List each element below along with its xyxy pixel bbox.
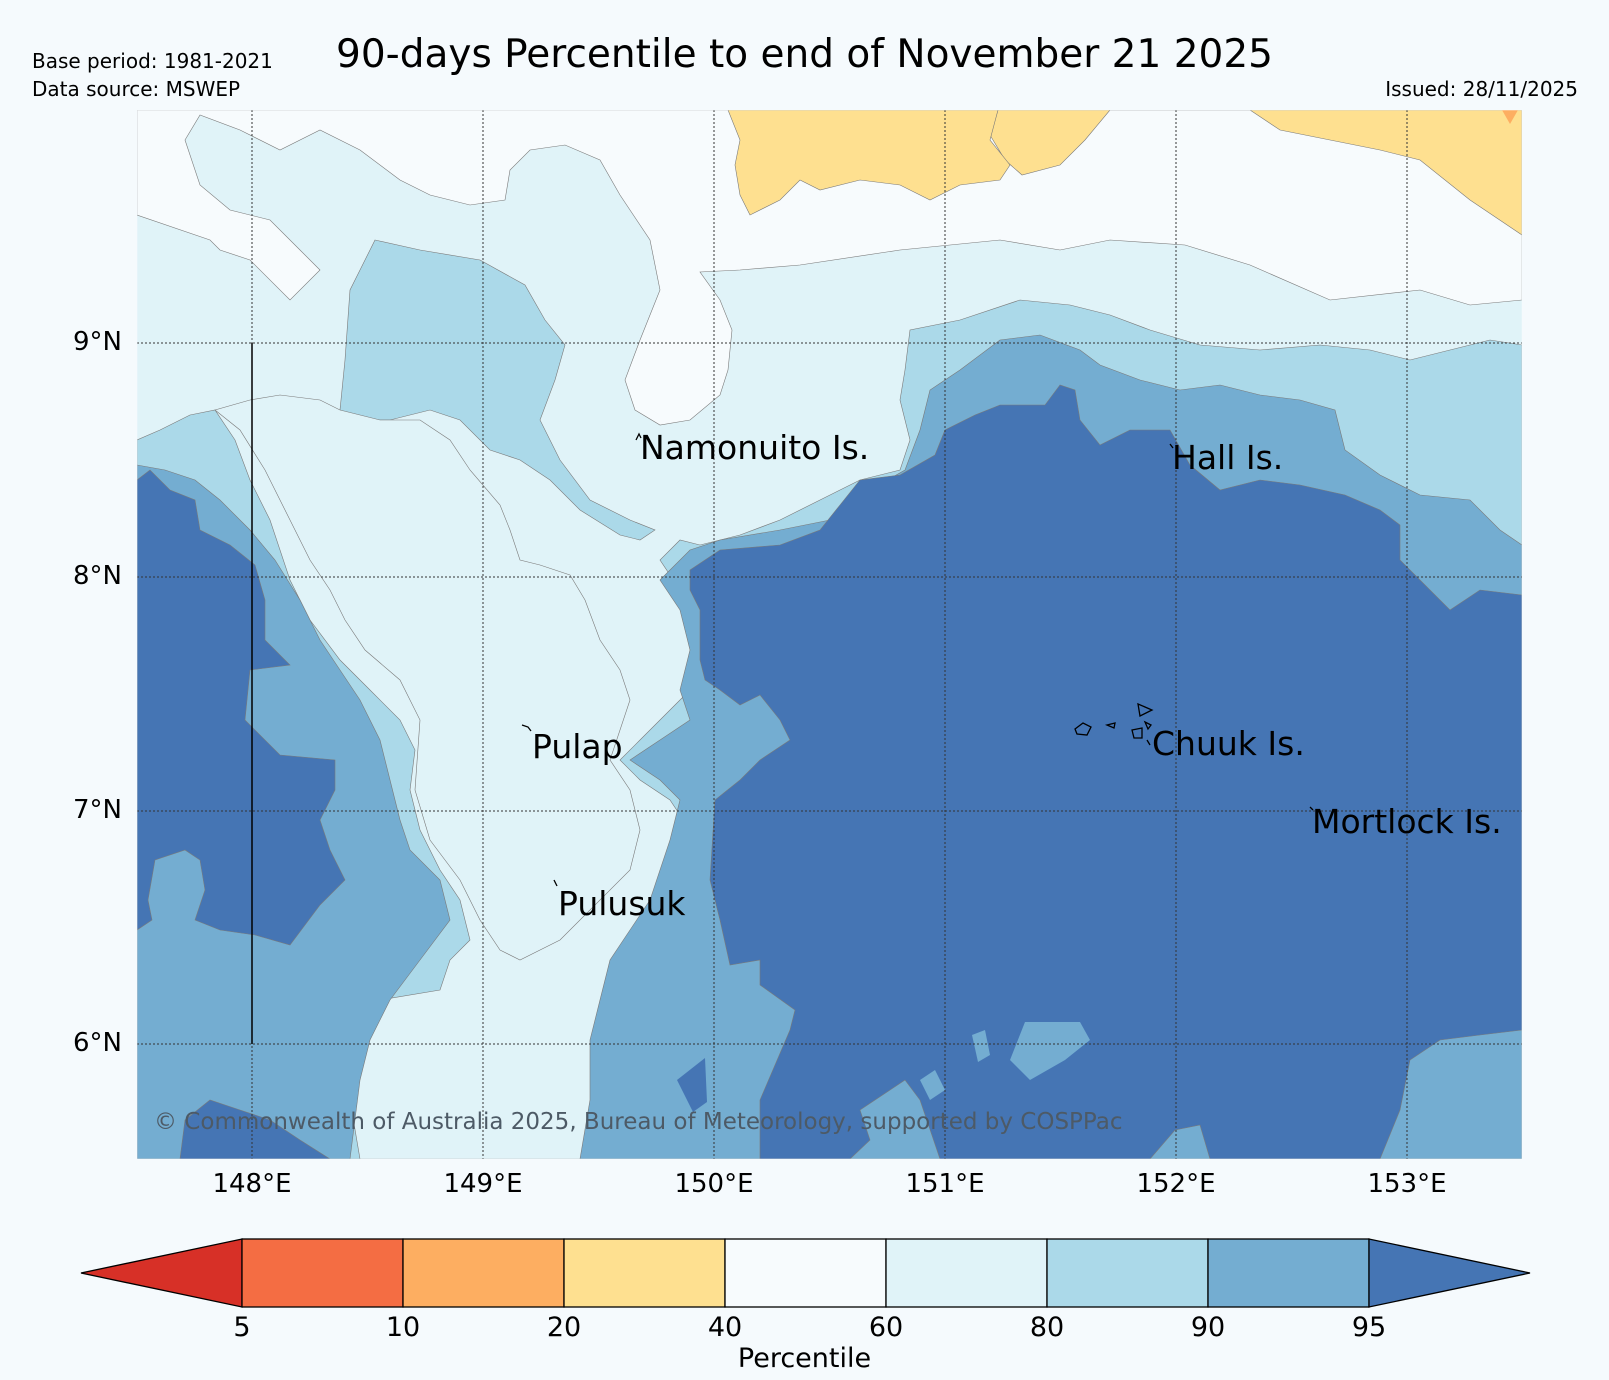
lat-label-6n: 6°N bbox=[73, 1028, 122, 1058]
contour-layers bbox=[137, 110, 1522, 1159]
colorbar-tick-20: 20 bbox=[546, 1312, 582, 1343]
lon-label-152e: 152°E bbox=[1136, 1169, 1216, 1199]
hall-island-shape bbox=[1169, 443, 1174, 449]
chuuk-island-shape-6 bbox=[1146, 739, 1151, 746]
colorbar-label: Percentile bbox=[737, 1343, 872, 1374]
chuuk-island-shape-5 bbox=[1143, 720, 1152, 731]
chuuk-island-shape-1 bbox=[1074, 722, 1092, 736]
place-label-chuuk: Chuuk Is. bbox=[1152, 724, 1305, 763]
lon-label-151e: 151°E bbox=[905, 1169, 985, 1199]
lon-label-150e: 150°E bbox=[674, 1169, 754, 1199]
colorbar-tick-95: 95 bbox=[1351, 1312, 1387, 1343]
band-20-40-north bbox=[728, 110, 1522, 236]
lon-label-148e: 148°E bbox=[212, 1169, 292, 1199]
place-label-namonuito: Namonuito Is. bbox=[640, 428, 870, 467]
band-90-95-hole-3 bbox=[920, 1070, 945, 1100]
colorbar-bin-10-20 bbox=[402, 1238, 565, 1308]
colorbar-extend-low bbox=[80, 1238, 243, 1308]
band-90-95-hole-1 bbox=[1010, 1022, 1090, 1080]
colorbar-bin-5-10 bbox=[241, 1238, 404, 1308]
colorbar-extend-high bbox=[1368, 1238, 1531, 1308]
map-title: 90-days Percentile to end of November 21… bbox=[336, 32, 1273, 77]
base-period-text: Base period: 1981-2021 bbox=[32, 49, 273, 73]
band-40-60-north bbox=[137, 110, 1522, 426]
colorbar-bin-80-90 bbox=[1046, 1238, 1209, 1308]
lat-label-9n: 9°N bbox=[73, 327, 122, 357]
namonuito-island-shape bbox=[635, 432, 642, 441]
band-above-95-south-patch bbox=[677, 1058, 707, 1112]
copyright-text: © Commonwealth of Australia 2025, Bureau… bbox=[154, 1109, 1123, 1135]
band-10-20-corner bbox=[1502, 110, 1518, 124]
lon-label-149e: 149°E bbox=[443, 1169, 523, 1199]
colorbar-bin-20-40 bbox=[563, 1238, 726, 1308]
colorbar bbox=[80, 1238, 1531, 1308]
colorbar-bin-40-60 bbox=[724, 1238, 887, 1308]
place-label-pulusuk: Pulusuk bbox=[558, 884, 686, 923]
colorbar-tick-80: 80 bbox=[1029, 1312, 1065, 1343]
place-label-hall: Hall Is. bbox=[1172, 438, 1284, 477]
pulusuk-island-shape bbox=[553, 879, 558, 887]
place-label-pulap: Pulap bbox=[532, 727, 623, 766]
map-frame bbox=[136, 109, 1523, 1160]
colorbar-tick-60: 60 bbox=[868, 1312, 904, 1343]
mortlock-island-shape bbox=[1309, 806, 1314, 811]
island-markers bbox=[521, 432, 1314, 887]
colorbar-tick-90: 90 bbox=[1190, 1312, 1226, 1343]
band-above-95-west bbox=[137, 469, 346, 946]
place-label-mortlock: Mortlock Is. bbox=[1312, 802, 1502, 841]
band-above-95-east bbox=[689, 384, 1522, 1159]
lat-label-7n: 7°N bbox=[73, 795, 122, 825]
chuuk-island-shape-4 bbox=[1131, 727, 1143, 739]
chuuk-island-shape-2 bbox=[1104, 722, 1116, 729]
colorbar-bin-60-80 bbox=[885, 1238, 1048, 1308]
band-20-40-nw bbox=[727, 110, 1011, 216]
pulap-island-shape bbox=[521, 724, 532, 732]
band-90-95-hole-2 bbox=[972, 1030, 990, 1062]
chuuk-island-shape-3 bbox=[1137, 702, 1154, 717]
colorbar-tick-5: 5 bbox=[233, 1312, 251, 1343]
colorbar-tick-40: 40 bbox=[707, 1312, 743, 1343]
lon-label-153e: 153°E bbox=[1367, 1169, 1447, 1199]
band-above-95-sw bbox=[179, 1099, 331, 1159]
colorbar-tick-10: 10 bbox=[385, 1312, 421, 1343]
issued-date-text: Issued: 28/11/2025 bbox=[1385, 77, 1578, 101]
colorbar-bin-90-95 bbox=[1207, 1238, 1370, 1308]
data-source-text: Data source: MSWEP bbox=[32, 77, 241, 101]
lat-label-8n: 8°N bbox=[73, 561, 122, 591]
band-60-80-corridor bbox=[214, 394, 641, 961]
